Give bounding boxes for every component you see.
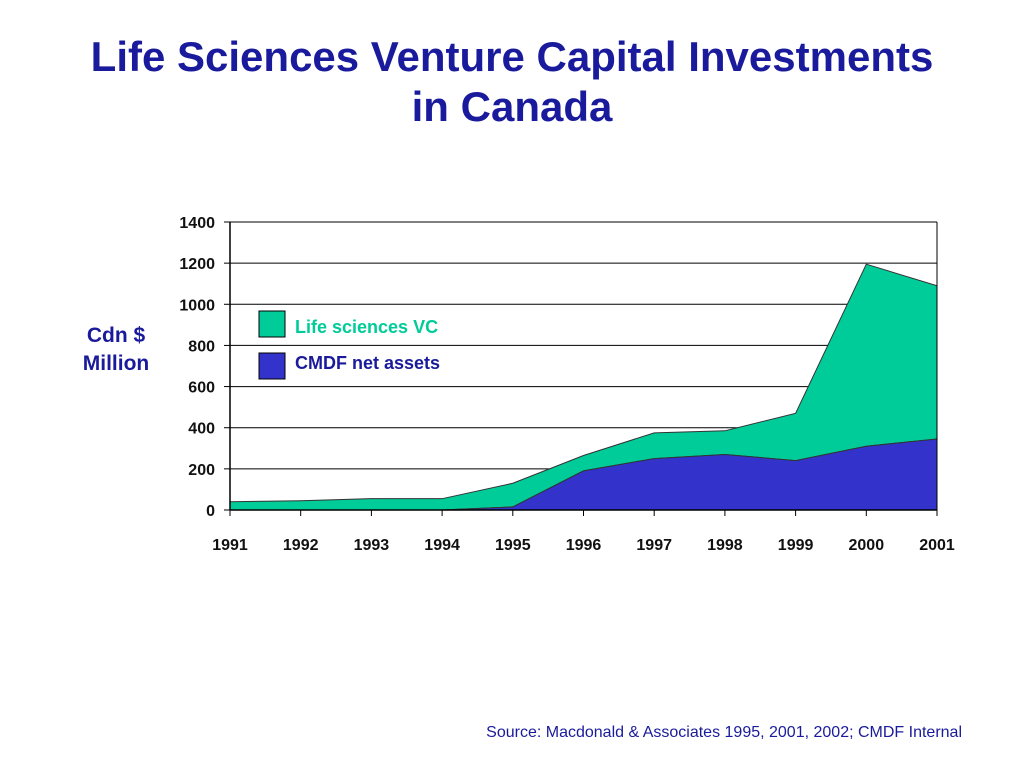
y-tick-label-1400: 1400 — [179, 215, 215, 232]
y-tick-label-1200: 1200 — [179, 256, 215, 273]
y-tick-label-800: 800 — [188, 338, 215, 355]
title-line-2: in Canada — [411, 83, 613, 130]
y-tick-label-200: 200 — [188, 462, 215, 479]
x-tick-label-2001: 2001 — [919, 537, 955, 554]
y-axis-label-line-1: Cdn $ — [86, 324, 146, 347]
title-line-1: Life Sciences Venture Capital Investment… — [90, 33, 934, 80]
x-tick-label-1997: 1997 — [636, 537, 672, 554]
x-tick-label-1995: 1995 — [495, 537, 531, 554]
x-tick-label-1992: 1992 — [283, 537, 319, 554]
legend-label-life-sciences-vc: Life sciences VC — [295, 317, 438, 337]
legend-swatch-cmdf-net-assets — [258, 352, 286, 380]
x-tick-label-2000: 2000 — [849, 537, 885, 554]
x-tick-label-1999: 1999 — [778, 537, 814, 554]
x-tick-label-1993: 1993 — [354, 537, 390, 554]
y-tick-label-600: 600 — [188, 380, 215, 397]
y-axis-label: Cdn $ Million — [62, 322, 170, 378]
x-tick-label-1998: 1998 — [707, 537, 743, 554]
x-tick-label-1994: 1994 — [424, 537, 460, 554]
page-title: Life Sciences Venture Capital Investment… — [20, 32, 1004, 132]
x-tick-label-1991: 1991 — [212, 537, 248, 554]
y-tick-label-400: 400 — [188, 421, 215, 438]
y-tick-label-1000: 1000 — [179, 297, 215, 314]
legend-label-cmdf-net-assets: CMDF net assets — [295, 353, 440, 373]
x-tick-label-1996: 1996 — [566, 537, 602, 554]
y-axis-label-line-2: Million — [82, 352, 150, 375]
y-tick-label-0: 0 — [206, 503, 215, 520]
legend-swatch-life-sciences-vc — [258, 310, 286, 338]
source-note: Source: Macdonald & Associates 1995, 200… — [486, 724, 962, 741]
